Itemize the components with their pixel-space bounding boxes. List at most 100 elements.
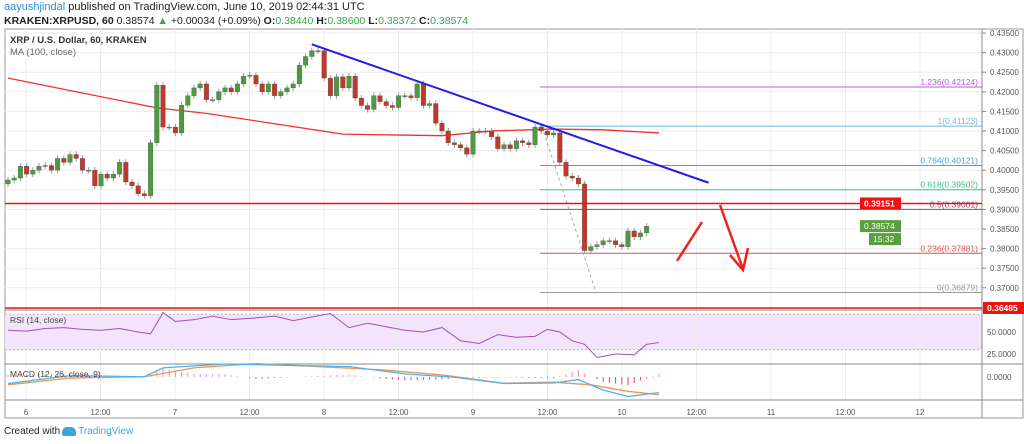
candle-down	[464, 147, 470, 155]
fib-level-label: 0.5(0.39001)	[930, 199, 978, 209]
candle-up	[247, 75, 253, 77]
candle-down	[557, 132, 563, 163]
candle-down	[445, 130, 451, 143]
candle-down	[61, 158, 67, 163]
candle-down	[272, 83, 278, 96]
candle-up	[117, 162, 123, 175]
rsi-band	[5, 314, 982, 350]
y-tick-label: 0.43000	[990, 49, 1019, 58]
candle-down	[352, 75, 358, 99]
close-label: C:	[419, 15, 431, 27]
candle-down	[575, 177, 581, 185]
x-tick-label: 12:00	[537, 408, 558, 417]
fib-level-label: 1(0.41123)	[938, 116, 979, 126]
candle-down	[135, 185, 141, 194]
chart-title: XRP / U.S. Dollar, 60, KRAKEN	[10, 35, 147, 46]
y-tick-label: 0.43500	[990, 29, 1019, 38]
candle-up	[296, 64, 302, 85]
candle-down	[507, 144, 513, 149]
fib-level-label: 0.236(0.37881)	[920, 243, 978, 253]
candle-up	[606, 240, 612, 242]
footer: Created with TradingView	[4, 426, 133, 437]
candle-up	[334, 76, 340, 96]
y-tick-label: 0.38500	[990, 225, 1019, 234]
candle-up	[278, 91, 284, 96]
candle-down	[489, 130, 495, 138]
countdown-tag	[869, 233, 901, 246]
open-value: 0.38440	[275, 15, 314, 27]
x-tick-label: 12:00	[835, 408, 856, 417]
y-tick-label: 0.41500	[990, 107, 1019, 116]
candle-down	[340, 76, 346, 89]
x-tick-label: 6	[24, 408, 29, 417]
candle-down	[458, 144, 464, 149]
candle-up	[234, 83, 240, 92]
candle-down	[321, 50, 327, 79]
candle-up	[414, 83, 420, 98]
candle-up	[265, 83, 271, 92]
candle-down	[631, 230, 637, 237]
macd-line	[7, 363, 660, 398]
price-change: +0.00034 (+0.09%)	[170, 15, 261, 27]
candle-down	[495, 136, 501, 149]
tradingview-link[interactable]: TradingView	[78, 426, 134, 437]
candle-up	[191, 87, 197, 96]
x-tick-label: 7	[173, 408, 178, 417]
price-tag	[983, 301, 1024, 314]
fib-level-label: 1.236(0.42124)	[920, 77, 978, 87]
candle-up	[148, 142, 154, 196]
candle-up	[501, 144, 507, 149]
candle-up	[315, 50, 321, 52]
candle-down	[129, 181, 135, 187]
x-tick-label: 9	[471, 408, 476, 417]
candle-up	[644, 226, 650, 234]
candle-down	[538, 126, 544, 132]
candle-up	[284, 87, 290, 92]
candle-up	[396, 95, 402, 108]
candle-up	[185, 95, 191, 106]
x-tick-label: 12:00	[90, 408, 111, 417]
author-link[interactable]: aayushjindal	[4, 1, 66, 13]
candle-up	[110, 173, 116, 179]
last-price: 0.38574	[116, 15, 155, 27]
candle-down	[79, 158, 85, 171]
candle-down	[383, 101, 389, 106]
candle-down	[141, 193, 147, 196]
y-tick-label: 0.42500	[990, 68, 1019, 77]
rsi-legend: RSI (14, close)	[10, 315, 66, 325]
candle-up	[67, 154, 73, 163]
candle-up	[5, 179, 11, 185]
price-tag-label: 0.39151	[864, 198, 895, 208]
high-label: H:	[316, 15, 328, 27]
candle-up	[625, 230, 631, 247]
candle-up	[86, 170, 92, 172]
candle-down	[48, 165, 54, 171]
tradingview-logo-icon	[62, 426, 77, 436]
publish-info: aayushjindal published on TradingView.co…	[4, 1, 365, 13]
candle-up	[17, 166, 23, 179]
candle-up	[637, 232, 643, 237]
candle-up	[11, 177, 17, 181]
candle-down	[520, 140, 526, 143]
candle-down	[613, 240, 619, 245]
rsi-tick-label: 50.0000	[987, 328, 1016, 337]
y-tick-label: 0.40000	[990, 166, 1019, 175]
candle-up	[216, 91, 222, 100]
y-tick-label: 0.42000	[990, 88, 1019, 97]
candle-down	[24, 166, 30, 175]
candle-down	[203, 83, 209, 100]
candle-down	[526, 142, 532, 145]
last-price-tag	[860, 220, 901, 233]
last-price-label: 0.38574	[864, 221, 895, 231]
fib-level-label: 0.764(0.40121)	[920, 155, 978, 165]
symbol-name: KRAKEN:XRPUSD, 60	[4, 15, 114, 27]
red-arrow-up-stroke	[675, 221, 704, 262]
fib-level-label: 0.618(0.39502)	[920, 180, 978, 190]
y-tick-label: 0.40500	[990, 147, 1019, 156]
candle-up	[551, 132, 557, 136]
candle-down	[408, 95, 414, 98]
candle-up	[290, 83, 296, 89]
candle-down	[377, 95, 383, 102]
y-tick-label: 0.37500	[990, 264, 1019, 273]
